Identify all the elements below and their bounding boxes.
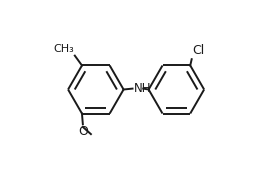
Text: Cl: Cl (192, 43, 204, 57)
Text: CH₃: CH₃ (53, 44, 74, 54)
Text: NH: NH (133, 82, 151, 95)
Text: O: O (78, 125, 88, 138)
